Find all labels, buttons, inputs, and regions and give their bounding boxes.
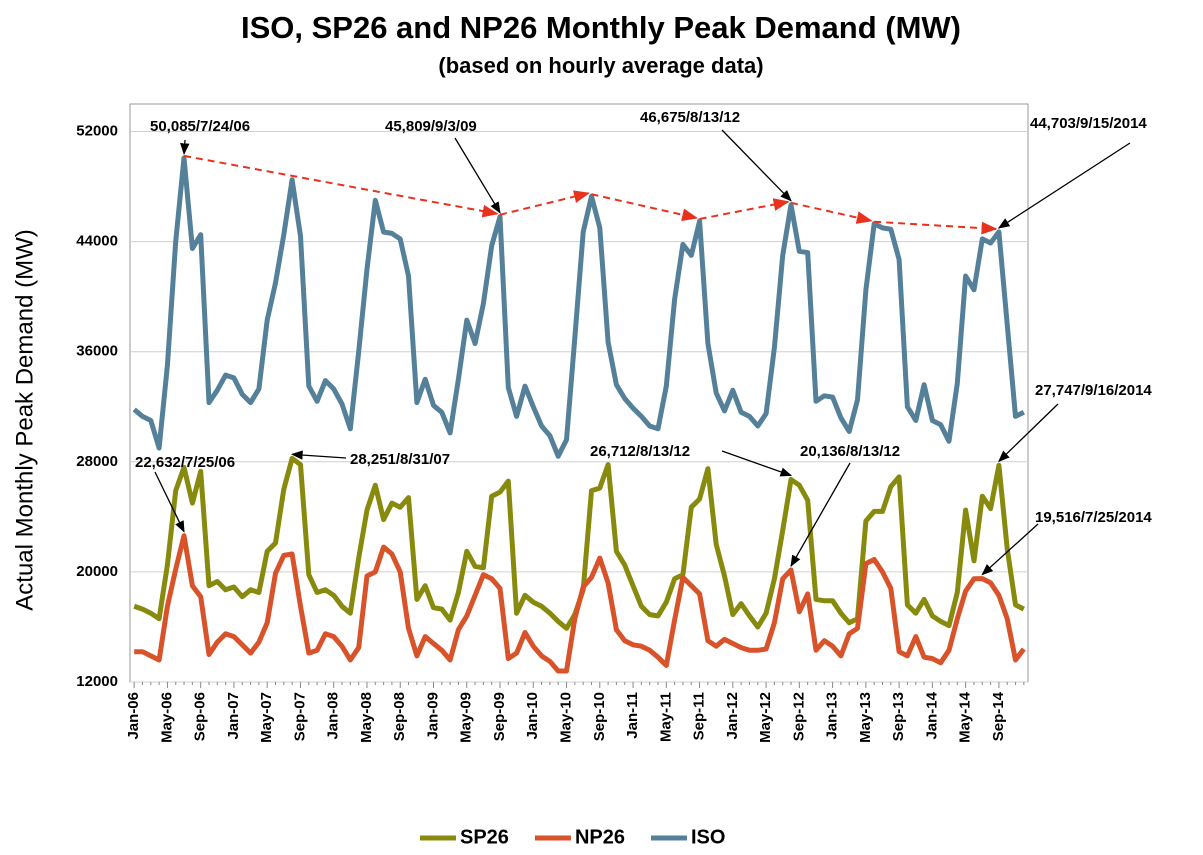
trend-arrow — [790, 201, 873, 224]
x-tick-label: Sep-13 — [890, 692, 907, 741]
legend-label: SP26 — [460, 826, 509, 848]
annotation: 22,632/7/25/06 — [135, 454, 235, 471]
y-axis-label: Actual Monthly Peak Demand (MW) — [11, 229, 38, 610]
annotation: 20,136/8/13/12 — [800, 443, 900, 460]
x-tick-label: May-14 — [957, 691, 974, 743]
legend-label: NP26 — [575, 826, 625, 848]
x-tick-label: May-11 — [657, 692, 674, 742]
annotation-arrow — [997, 142, 1131, 229]
x-tick-label: May-13 — [857, 692, 874, 743]
x-tick-label: Jan-11 — [624, 692, 641, 739]
x-tick-label: Jan-12 — [724, 692, 741, 740]
annotation: 26,712/8/13/12 — [590, 443, 690, 460]
annotation-arrow — [454, 137, 501, 214]
x-tick-label: May-06 — [158, 692, 175, 743]
annotation-arrow — [981, 523, 1039, 576]
x-tick-label: Sep-06 — [192, 692, 209, 741]
annotation: 27,747/9/16/2014 — [1035, 382, 1152, 399]
x-tick-label: May-10 — [557, 692, 574, 743]
trend-arrow — [699, 198, 790, 220]
y-tick-label: 28000 — [76, 453, 118, 470]
annotation-arrow — [790, 462, 851, 568]
series-line — [134, 533, 1026, 674]
annotation: 46,675/8/13/12 — [640, 109, 740, 126]
x-tick-label: May-09 — [458, 692, 475, 743]
annotation-arrow — [721, 129, 792, 202]
chart-title: ISO, SP26 and NP26 Monthly Peak Demand (… — [241, 10, 961, 45]
trend-arrow — [183, 154, 499, 218]
annotation-arrow — [290, 450, 347, 460]
y-tick-label: 52000 — [76, 122, 118, 139]
y-tick-label: 44000 — [76, 233, 118, 250]
x-tick-label: Sep-12 — [790, 692, 807, 741]
y-tick-label: 12000 — [76, 673, 118, 690]
annotation: 45,809/9/3/09 — [385, 118, 477, 135]
x-tick-label: Jan-09 — [424, 692, 441, 740]
x-tick-label: Jan-14 — [923, 691, 940, 739]
y-tick-label: 20000 — [76, 563, 118, 580]
x-tick-label: Sep-14 — [990, 691, 1007, 741]
x-tick-label: Sep-09 — [491, 692, 508, 741]
annotation: 28,251/8/31/07 — [350, 451, 450, 468]
x-tick-label: May-07 — [258, 692, 275, 743]
chart-subtitle: (based on hourly average data) — [438, 53, 763, 78]
y-tick-label: 36000 — [76, 343, 118, 360]
annotation-arrow — [721, 450, 793, 477]
x-tick-label: Sep-10 — [591, 692, 608, 741]
x-tick-label: Jan-07 — [225, 692, 242, 740]
x-tick-label: Sep-08 — [391, 692, 408, 741]
trend-arrow — [591, 193, 699, 222]
x-tick-label: May-12 — [757, 692, 774, 743]
trend-arrow — [874, 220, 998, 235]
annotation-arrow — [154, 471, 185, 533]
x-tick-label: Sep-07 — [291, 692, 308, 741]
x-tick-label: Sep-11 — [691, 692, 708, 740]
series-line — [132, 155, 1025, 459]
annotation-arrow — [180, 139, 190, 156]
annotation: 44,703/9/15/2014 — [1030, 115, 1147, 132]
x-tick-label: Jan-10 — [524, 692, 541, 740]
trend-arrow — [499, 190, 591, 216]
annotation-arrow — [998, 403, 1059, 463]
legend-label: ISO — [691, 826, 725, 848]
annotation: 50,085/7/24/06 — [150, 118, 250, 135]
annotation: 19,516/7/25/2014 — [1035, 509, 1152, 526]
x-tick-label: May-08 — [358, 692, 375, 743]
x-tick-label: Jan-13 — [824, 692, 841, 740]
x-tick-label: Jan-06 — [125, 692, 142, 740]
x-tick-label: Jan-08 — [325, 692, 342, 740]
